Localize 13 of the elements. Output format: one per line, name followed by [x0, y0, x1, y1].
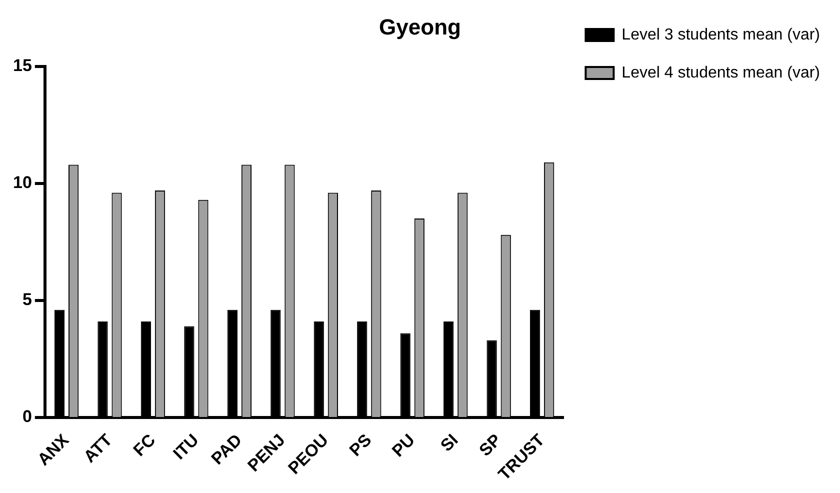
legend-label: Level 4 students mean (var) — [622, 64, 820, 82]
y-tick-label: 0 — [22, 407, 32, 426]
legend-label: Level 3 students mean (var) — [622, 26, 820, 44]
x-tick-label: SI — [436, 430, 462, 456]
y-tick-label: 5 — [22, 290, 32, 310]
y-tick-label: 10 — [12, 173, 32, 192]
x-tick-label: ITU — [170, 430, 202, 464]
chart-title: Gyeong — [379, 14, 461, 40]
x-tick-label: SP — [476, 430, 505, 460]
x-tick-label: PU — [388, 430, 419, 461]
x-tick-label: PS — [346, 430, 376, 460]
x-tick-label: FC — [130, 430, 160, 460]
y-tick-label: 15 — [12, 56, 32, 76]
